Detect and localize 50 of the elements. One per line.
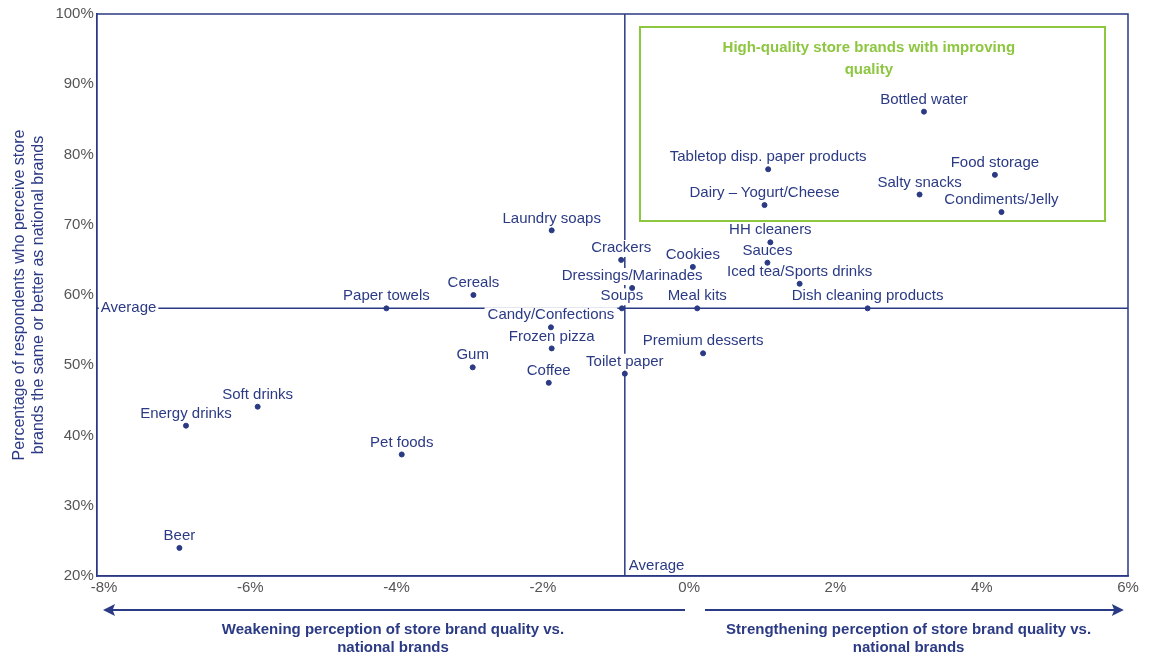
x-tick-label: -4% <box>383 578 410 596</box>
x-tick-label: -2% <box>529 578 557 596</box>
annotation: Pet foods <box>370 432 434 450</box>
annotation: Beer <box>163 526 196 544</box>
annotation: Coffee <box>526 360 571 378</box>
y-tick-label: 100% <box>55 4 94 22</box>
annotation: Cookies <box>665 245 720 263</box>
annotation: Salty snacks <box>877 172 962 190</box>
annotation: Iced tea/Sports drinks <box>727 261 873 279</box>
ref-line-label: Average <box>100 298 157 316</box>
annotation: Paper towels <box>343 286 430 304</box>
text: Weakening perception of store brand quality vs. national brands <box>220 620 566 656</box>
x-tick-label: 0% <box>678 578 701 596</box>
annotation: Tabletop disp. paper products <box>669 147 867 165</box>
annotation: Meal kits <box>667 286 727 304</box>
y-tick-label: 30% <box>63 495 94 513</box>
annotation: Frozen pizza <box>508 326 596 344</box>
annotation: Candy/Confections <box>487 305 615 323</box>
x-tick-label: -6% <box>237 578 264 596</box>
y-tick-label: 70% <box>63 214 94 232</box>
y-tick-label: 20% <box>63 566 94 584</box>
annotation: Premium desserts <box>642 331 764 349</box>
annotation: Dairy – Yogurt/Cheese <box>689 183 840 201</box>
annotation: Laundry soaps <box>502 208 601 226</box>
annotation: Soft drinks <box>222 384 294 402</box>
y-axis-title: Percentage of respondents who perceive store brands the same or better as national brands <box>10 129 47 461</box>
annotation: Bottled water <box>880 89 968 107</box>
annotation: Dish cleaning products <box>791 286 944 304</box>
y-tick-label: 90% <box>63 74 94 92</box>
x-tick-label: 2% <box>824 578 847 596</box>
annotation: Cereals <box>447 273 500 291</box>
annotation: Food storage <box>950 153 1040 171</box>
y-tick-label: 50% <box>63 355 94 373</box>
annotation: Energy drinks <box>140 403 232 421</box>
y-tick-label: 60% <box>63 285 94 303</box>
y-tick-label: 80% <box>63 144 94 162</box>
annotation: Dressings/Marinades <box>561 266 703 284</box>
y-tick-label: 40% <box>63 425 94 443</box>
annotation: Gum <box>456 345 489 363</box>
x-tick-label: 6% <box>1117 578 1139 596</box>
text: Strengthening perception of store brand quality vs. national brands <box>725 620 1093 656</box>
annotation: Toilet paper <box>586 351 664 369</box>
x-tick-label: 4% <box>970 578 993 596</box>
annotation: High-quality store brands with improving quality <box>721 37 1017 79</box>
annotation: Sauces <box>742 240 793 258</box>
annotation: Condiments/Jelly <box>944 190 1060 208</box>
annotation: HH cleaners <box>729 220 812 238</box>
annotation: Crackers <box>591 238 652 256</box>
ref-line-label: Average <box>628 556 685 574</box>
annotation: Soups <box>600 286 644 304</box>
